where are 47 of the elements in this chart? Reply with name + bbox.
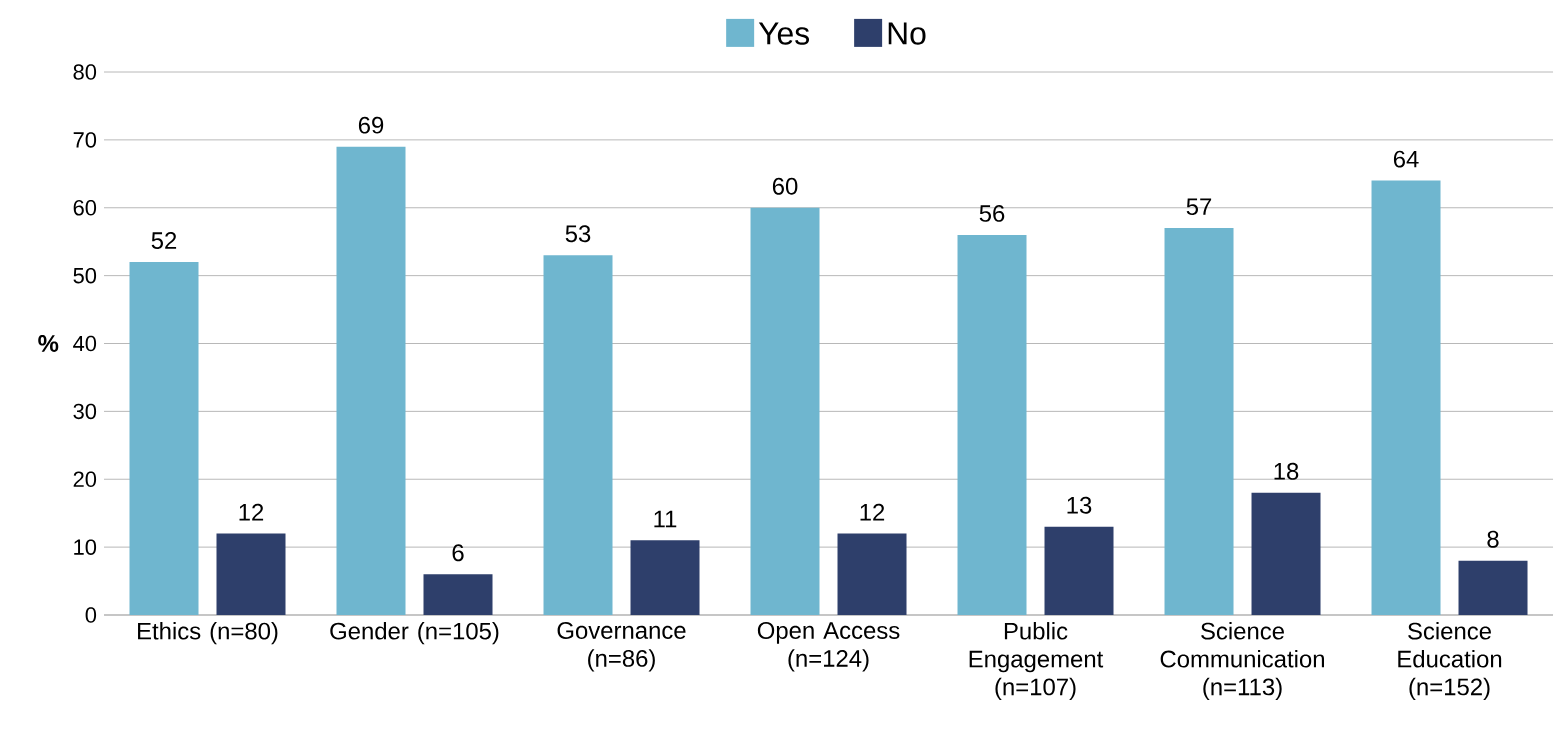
x-tick-label: Public Engagement (n=107) bbox=[969, 622, 1104, 701]
bar bbox=[630, 540, 700, 615]
data-label: 56 bbox=[979, 204, 1005, 222]
bar bbox=[336, 146, 406, 615]
y-tick-label: 10 bbox=[74, 539, 97, 555]
data-label: 18 bbox=[1274, 462, 1299, 480]
data-label: 12 bbox=[239, 503, 264, 521]
bar bbox=[1458, 560, 1528, 615]
x-tick-label: Governance (n=86) bbox=[557, 622, 686, 672]
bar bbox=[1251, 492, 1321, 615]
x-tick-label: Science Education (n=152) bbox=[1398, 622, 1502, 701]
data-label: 60 bbox=[772, 177, 798, 195]
data-label: 13 bbox=[1067, 496, 1092, 514]
bar bbox=[837, 533, 907, 615]
y-tick-label: 40 bbox=[73, 335, 97, 352]
bar bbox=[1044, 526, 1114, 615]
data-label: 57 bbox=[1186, 198, 1212, 216]
bar bbox=[423, 574, 493, 615]
y-tick-label: 70 bbox=[73, 132, 97, 148]
data-label: 12 bbox=[860, 503, 885, 521]
bar bbox=[216, 533, 286, 615]
y-tick-label: 60 bbox=[73, 200, 97, 216]
y-tick-label: 0 bbox=[85, 607, 97, 623]
bar bbox=[1371, 180, 1441, 615]
bar bbox=[750, 207, 820, 615]
data-label: 69 bbox=[358, 116, 384, 134]
y-tick-label: 30 bbox=[73, 403, 97, 420]
bar bbox=[543, 255, 613, 615]
data-label: 6 bbox=[452, 544, 464, 562]
x-tick-label: Science Communication (n=113) bbox=[1160, 622, 1324, 701]
data-label: 8 bbox=[1487, 530, 1499, 548]
bar bbox=[957, 234, 1027, 615]
data-label: 53 bbox=[565, 225, 591, 243]
y-tick-label: 80 bbox=[73, 64, 97, 80]
y-axis-title: % bbox=[38, 335, 59, 352]
x-tick-label: Gender (n=105) bbox=[330, 622, 499, 645]
legend-label: Yes bbox=[758, 22, 810, 45]
data-label: 52 bbox=[151, 232, 177, 249]
data-label: 11 bbox=[654, 510, 677, 528]
data-label: 64 bbox=[1393, 150, 1419, 168]
y-tick-label: 50 bbox=[73, 267, 97, 284]
x-tick-label: Ethics (n=80) bbox=[138, 622, 278, 645]
legend-label: No bbox=[888, 22, 926, 45]
x-tick-label: Open Access (n=124) bbox=[757, 622, 900, 672]
bar bbox=[1164, 228, 1234, 615]
bar bbox=[129, 262, 199, 615]
y-tick-label: 20 bbox=[73, 471, 97, 488]
